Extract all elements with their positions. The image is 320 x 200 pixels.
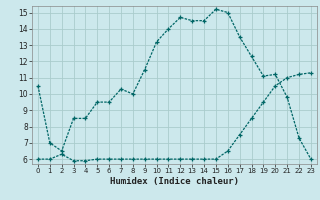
- X-axis label: Humidex (Indice chaleur): Humidex (Indice chaleur): [110, 177, 239, 186]
